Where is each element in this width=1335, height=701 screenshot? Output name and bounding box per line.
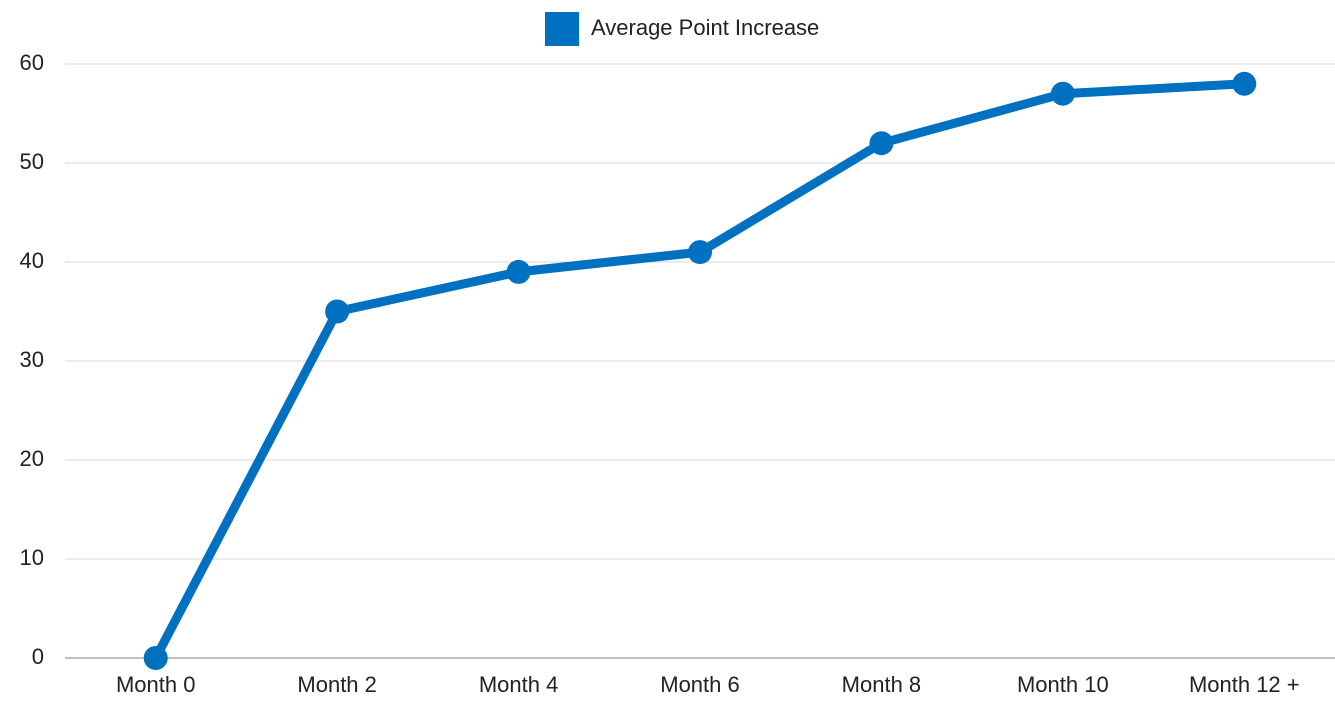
x-tick-label: Month 6 (660, 672, 740, 697)
data-point (143, 646, 168, 670)
x-tick-label: Month 10 (1017, 672, 1109, 697)
x-tick-label: Month 2 (297, 672, 377, 697)
line-series (151, 79, 1245, 661)
data-point (1050, 81, 1075, 106)
x-tick-label: Month 4 (479, 672, 559, 697)
x-tick-label: Month 12 + (1189, 672, 1300, 697)
x-tick-label: Month 0 (116, 672, 196, 697)
y-tick-label: 40 (20, 248, 44, 273)
y-tick-label: 60 (20, 50, 44, 75)
data-point (869, 131, 894, 156)
y-tick-label: 10 (20, 545, 44, 570)
y-tick-label: 30 (20, 347, 44, 372)
y-tick-label: 0 (32, 644, 44, 669)
data-point (325, 299, 350, 324)
data-point (1232, 71, 1257, 96)
y-tick-label: 50 (20, 149, 44, 174)
legend-label: Average Point Increase (591, 15, 819, 40)
data-point (688, 240, 712, 265)
y-tick-label: 20 (20, 446, 44, 471)
data-point (506, 259, 531, 284)
legend-swatch (545, 12, 579, 46)
x-tick-label: Month 8 (842, 672, 922, 697)
